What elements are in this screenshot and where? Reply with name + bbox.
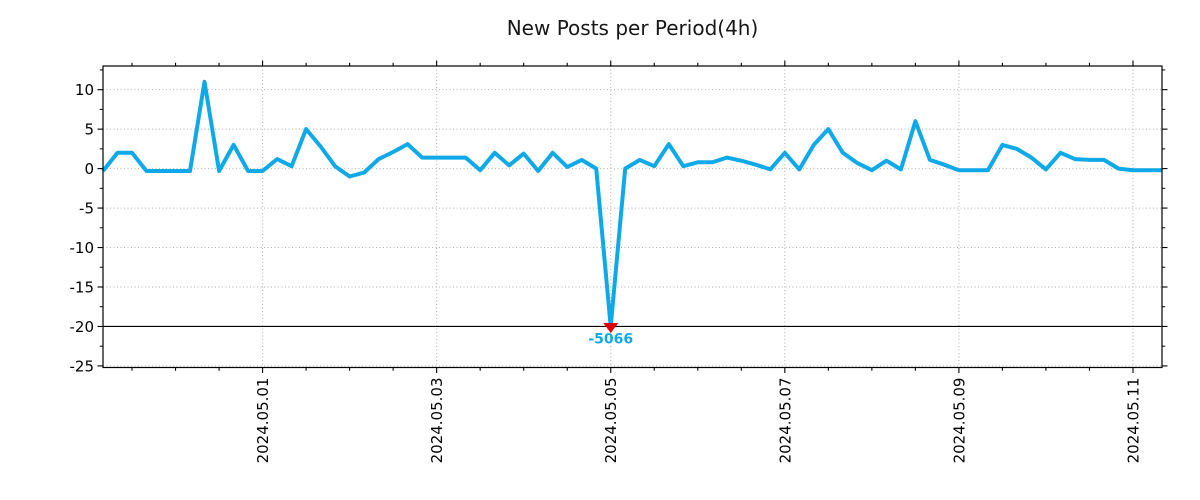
x-axis-tick-label: 2024.05.05 <box>602 378 620 464</box>
chart-title: New Posts per Period(4h) <box>506 16 759 40</box>
x-axis-tick-label: 2024.05.07 <box>776 378 794 464</box>
y-axis-tick-label: -5 <box>79 200 94 218</box>
y-axis-tick-label: 5 <box>84 121 94 139</box>
min-marker-icon <box>603 322 619 333</box>
y-axis-tick-label: 0 <box>84 160 94 178</box>
x-axis-tick-label: 2024.05.09 <box>950 377 968 463</box>
y-axis-tick-label: -20 <box>70 318 95 336</box>
y-axis-tick-label: -25 <box>70 357 95 375</box>
x-axis-tick-label: 2024.05.01 <box>254 378 272 464</box>
y-axis-tick-label: -15 <box>70 278 95 296</box>
min-value-annotation: -5066 <box>588 331 633 347</box>
plot-border <box>102 65 1163 369</box>
x-axis-tick-label: 2024.05.11 <box>1124 378 1142 464</box>
x-axis-tick-label: 2024.05.03 <box>428 378 446 464</box>
y-axis-tick-label: -10 <box>70 239 95 257</box>
series-line <box>101 79 1162 329</box>
y-axis-tick-label: 10 <box>75 81 94 99</box>
